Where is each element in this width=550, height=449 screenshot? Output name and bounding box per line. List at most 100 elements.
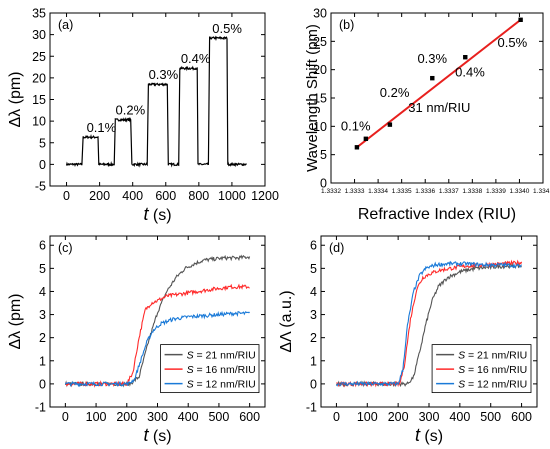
step-label: 0.3% — [149, 67, 179, 82]
series-line — [65, 35, 247, 168]
point-label: 0.4% — [455, 64, 485, 79]
step-label: 0.1% — [87, 120, 117, 135]
panel-b: 1.3332 1.3333 1.3334 1.3335 1.3336 1.3337 1.33… — [304, 7, 550, 224]
y-tick-label: 25 — [32, 50, 46, 64]
x-tick-label: 1.3337 — [439, 188, 459, 195]
x-tick-label: 0 — [333, 410, 340, 424]
x-tick-label: 200 — [388, 410, 409, 424]
legend-label: S = 21 nm/RIU — [458, 350, 527, 362]
step-label: 0.2% — [116, 103, 146, 118]
series-line — [335, 260, 523, 387]
legend-label-text: = 16 nm/RIU — [194, 364, 256, 376]
y-tick-label: 5 — [39, 136, 46, 150]
legend-label: S = 16 nm/RIU — [458, 364, 527, 376]
series-line — [336, 259, 523, 388]
series-line — [64, 310, 250, 388]
y-tick-label: -1 — [35, 401, 46, 415]
x-tick-label: 0 — [63, 189, 70, 203]
x-axis-label: Refractive Index (RIU) — [358, 206, 516, 223]
step-label: 0.4% — [181, 51, 211, 66]
y-tick-label: 20 — [313, 63, 327, 77]
x-tick-label: 400 — [122, 189, 143, 203]
x-tick-label: 200 — [89, 189, 110, 203]
panel-label: (b) — [339, 18, 354, 32]
y-tick-label: 0 — [39, 158, 46, 172]
panel-label: (d) — [329, 241, 344, 255]
x-axis-label: t (s) — [143, 425, 171, 445]
x-tick-label: 500 — [208, 410, 229, 424]
x-tick-label: 400 — [449, 410, 470, 424]
legend-label-symbol: S — [458, 350, 465, 362]
legend-label-symbol: S — [187, 379, 194, 391]
legend-label-symbol: S — [187, 350, 194, 362]
y-axis-label: Δλ (pm) — [7, 293, 24, 349]
panel-a: 0 200 400 600 800 1000 1200 -5 0 5 10 15 20 25 30 35 (a)… — [7, 7, 279, 225]
x-tick-label: 600 — [155, 189, 176, 203]
x-tick-label: 1.3333 — [345, 188, 365, 195]
y-axis-label: ΔΛ (a.u.) — [278, 290, 295, 352]
y-tick-label: 30 — [313, 7, 327, 21]
y-tick-label: 6 — [310, 239, 317, 253]
y-axis-label: Δλ (pm) — [7, 71, 24, 127]
y-tick-label: 5 — [39, 262, 46, 276]
x-tick-label: 600 — [239, 410, 260, 424]
point-label: 0.3% — [417, 51, 447, 66]
y-tick-label: 1 — [310, 354, 317, 368]
y-tick-label: 5 — [320, 148, 327, 162]
x-tick-label: 300 — [419, 410, 440, 424]
y-tick-label: 3 — [39, 308, 46, 322]
x-axis-label: t (s) — [143, 204, 171, 224]
x-tick-label: 100 — [86, 410, 107, 424]
x-tick-label: 1.3332 — [321, 188, 341, 195]
x-tick-label: 1.3339 — [486, 188, 506, 195]
legend-label-text: = 16 nm/RIU — [465, 364, 527, 376]
y-tick-label: 10 — [32, 115, 46, 129]
x-axis-label-unit: (s) — [148, 207, 171, 224]
y-tick-label: 10 — [313, 120, 327, 134]
y-tick-label: 20 — [32, 71, 46, 85]
y-tick-label: 0 — [310, 377, 317, 391]
x-tick-label: 200 — [116, 410, 137, 424]
legend-label: S = 16 nm/RIU — [187, 364, 256, 376]
legend-label-text: = 21 nm/RIU — [194, 350, 256, 362]
y-tick-label: 4 — [310, 285, 317, 299]
y-tick-label: 30 — [32, 28, 46, 42]
legend-label-symbol: S — [458, 364, 465, 376]
data-point — [354, 145, 360, 150]
data-point — [518, 17, 523, 22]
x-axis-label: t (s) — [415, 425, 443, 445]
data-point — [463, 55, 468, 60]
y-tick-label: 35 — [32, 7, 46, 21]
x-tick-label: 1.3340 — [509, 188, 529, 195]
sensitivity-label: 31 nm/RIU — [408, 100, 470, 115]
y-tick-label: 2 — [39, 331, 46, 345]
x-tick-label: 500 — [480, 410, 501, 424]
y-tick-label: 25 — [313, 35, 327, 49]
y-tick-label: -5 — [35, 180, 46, 194]
y-tick-label: 6 — [39, 239, 46, 253]
x-tick-label: 800 — [188, 189, 209, 203]
step-label: 0.5% — [212, 21, 242, 36]
y-tick-label: 0 — [39, 377, 46, 391]
y-tick-label: 15 — [313, 92, 327, 106]
x-tick-label: 600 — [511, 410, 532, 424]
x-tick-label: 1.3335 — [392, 188, 412, 195]
x-axis-label-var: t — [143, 425, 149, 445]
legend-label-text: = 12 nm/RIU — [194, 379, 256, 391]
panel-label: (a) — [58, 18, 73, 32]
x-axis-label-var: t — [143, 204, 149, 224]
x-tick-label: 1.3338 — [462, 188, 482, 195]
x-axis-label-unit: (s) — [420, 428, 443, 445]
y-tick-label: -1 — [306, 401, 317, 415]
y-tick-label: 1 — [39, 354, 46, 368]
panel-d: 0 100 200 300 400 500 600 -1 0 1 2 3 4 5 6 (d) t (s) ΔΛ (… — [278, 235, 538, 445]
y-tick-label: 4 — [39, 285, 46, 299]
x-tick-label: 1200 — [251, 189, 279, 203]
legend-label-text: = 12 nm/RIU — [465, 379, 527, 391]
x-tick-label: 1.3336 — [415, 188, 435, 195]
legend-label: S = 21 nm/RIU — [187, 350, 256, 362]
y-tick-label: 15 — [32, 93, 46, 107]
